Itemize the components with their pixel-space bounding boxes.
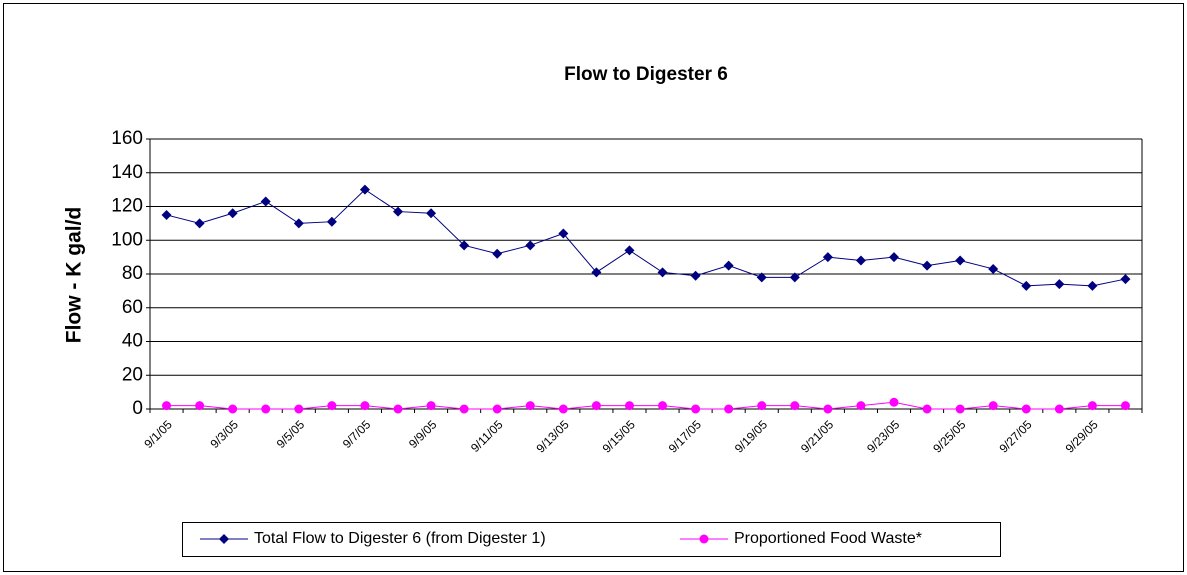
marker — [757, 401, 767, 411]
marker — [293, 218, 304, 229]
marker — [988, 263, 999, 274]
marker — [756, 272, 767, 283]
marker — [699, 534, 709, 544]
y-tick-label: 100 — [111, 229, 143, 250]
y-axis-label: Flow - K gal/d — [63, 207, 86, 344]
marker — [162, 401, 172, 411]
marker — [294, 404, 304, 414]
y-tick-label: 0 — [132, 398, 143, 419]
marker — [855, 255, 866, 266]
marker — [525, 401, 535, 411]
y-tick-label: 40 — [122, 331, 143, 352]
marker — [492, 404, 502, 414]
legend-box — [182, 522, 1001, 557]
marker — [889, 397, 899, 407]
marker — [326, 216, 337, 227]
y-tick-label: 80 — [122, 263, 143, 284]
marker — [194, 218, 205, 229]
marker — [790, 401, 800, 411]
chart-frame — [3, 3, 1184, 572]
y-tick-label: 60 — [122, 297, 143, 318]
series-line — [166, 401, 1126, 410]
marker — [658, 401, 668, 411]
marker — [724, 404, 734, 414]
marker — [261, 404, 271, 414]
marker — [822, 252, 833, 263]
marker — [657, 267, 668, 278]
marker — [889, 252, 899, 263]
y-tick-label: 160 — [111, 128, 143, 149]
marker — [789, 272, 800, 283]
marker — [922, 260, 933, 271]
marker — [723, 260, 734, 271]
marker — [1054, 279, 1065, 290]
marker — [988, 401, 998, 411]
marker — [459, 240, 470, 251]
marker — [492, 248, 503, 259]
legend-label: Total Flow to Digester 6 (from Digester … — [254, 530, 546, 547]
marker — [426, 208, 437, 219]
marker — [823, 404, 833, 414]
marker — [228, 404, 238, 414]
marker — [459, 404, 469, 414]
marker — [195, 401, 205, 411]
y-tick-label: 140 — [111, 162, 143, 183]
marker — [922, 404, 932, 414]
marker — [393, 404, 403, 414]
marker — [227, 208, 238, 219]
marker — [525, 240, 536, 251]
marker — [624, 245, 635, 256]
marker — [1054, 404, 1064, 414]
legend-label: Proportioned Food Waste* — [734, 530, 922, 547]
marker — [955, 404, 965, 414]
marker — [219, 534, 229, 544]
marker — [691, 404, 701, 414]
marker — [327, 401, 337, 411]
marker — [624, 401, 634, 411]
marker — [1120, 274, 1131, 285]
marker — [1021, 280, 1032, 291]
marker — [955, 255, 966, 266]
marker — [426, 401, 436, 411]
marker — [161, 209, 172, 220]
marker — [360, 401, 370, 411]
marker — [359, 184, 370, 195]
marker — [1120, 401, 1130, 411]
marker — [1087, 401, 1097, 411]
y-tick-label: 120 — [111, 196, 143, 217]
marker — [260, 196, 271, 207]
marker — [591, 267, 602, 278]
marker — [558, 228, 569, 239]
marker — [856, 401, 866, 411]
marker — [393, 206, 403, 217]
series-line — [166, 188, 1126, 287]
marker — [591, 401, 601, 411]
chart-title: Flow to Digester 6 — [564, 64, 728, 85]
y-tick-label: 20 — [122, 364, 143, 385]
marker — [1021, 404, 1031, 414]
marker — [558, 404, 568, 414]
marker — [1087, 280, 1098, 291]
marker — [690, 270, 701, 281]
